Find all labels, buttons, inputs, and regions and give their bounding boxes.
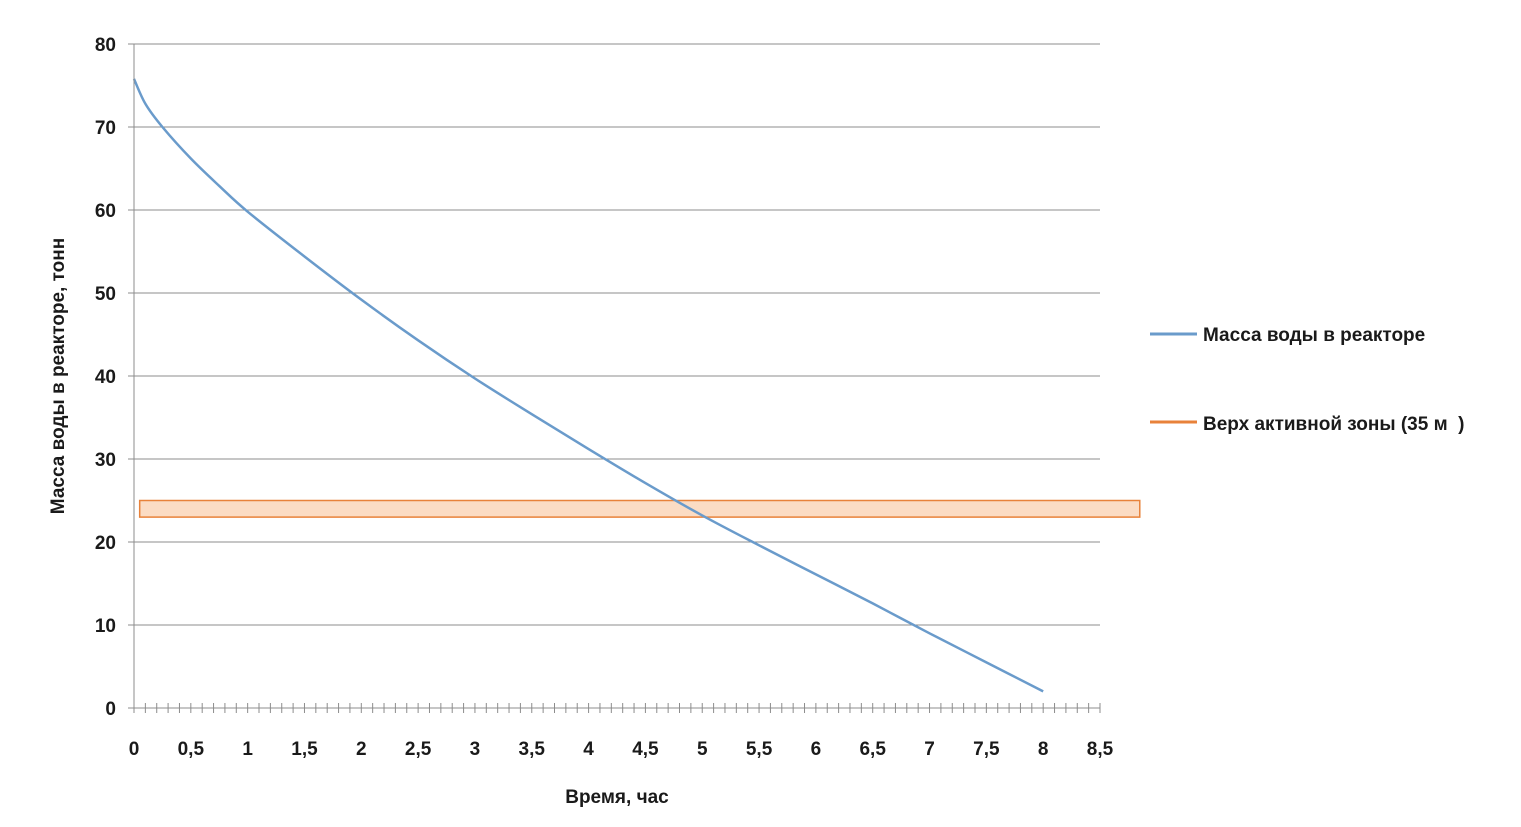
y-tick-label: 40: [95, 367, 116, 388]
x-tick-label: 8,5: [1087, 739, 1114, 760]
x-tick-label: 3: [470, 739, 481, 760]
y-tick-label: 70: [95, 118, 116, 139]
y-tick-label: 50: [95, 284, 116, 305]
y-tick-label: 20: [95, 533, 116, 554]
x-tick-label: 4,5: [632, 739, 659, 760]
series-line-water-mass: [132, 78, 1044, 693]
series-layer: [132, 78, 1044, 693]
y-tick-label: 0: [105, 699, 116, 720]
x-tick-label: 5: [697, 739, 708, 760]
y-tick-label: 80: [95, 35, 116, 56]
x-tick-label: 2,5: [405, 739, 432, 760]
y-tick-label: 60: [95, 201, 116, 222]
x-axis-title: Время, час: [565, 787, 669, 808]
x-tick-label: 0,5: [178, 739, 205, 760]
x-tick-label: 0: [129, 739, 140, 760]
legend-label-core-top: Верх активной зоны (35 м ): [1203, 414, 1465, 435]
gridlines: [134, 43, 1100, 626]
legend-label-water-mass: Масса воды в реакторе: [1203, 325, 1425, 346]
legend: Масса воды в реакторе Верх активной зоны…: [1150, 325, 1465, 435]
x-tick-label: 4: [583, 739, 594, 760]
x-tick-label: 6: [811, 739, 822, 760]
x-tick-label: 3,5: [519, 739, 546, 760]
core-top-band: [138, 499, 1141, 518]
x-tick-label: 7,5: [973, 739, 1000, 760]
x-tick-label: 8: [1038, 739, 1049, 760]
x-tick-label: 5,5: [746, 739, 773, 760]
x-tick-label: 2: [356, 739, 367, 760]
x-tick-label: 1,5: [291, 739, 318, 760]
x-tick-label: 7: [924, 739, 935, 760]
y-tick-label: 10: [95, 616, 116, 637]
core-top-band-rect: [138, 499, 1141, 518]
y-tick-label: 30: [95, 450, 116, 471]
axes: [128, 43, 1101, 713]
y-axis-title: Масса воды в реакторе, тонн: [48, 238, 69, 514]
y-tick-labels: 0 10 20 30 40 50 60 70 80: [95, 35, 116, 720]
x-tick-label: 1: [242, 739, 253, 760]
x-tick-labels: 0 0,5 1 1,5 2 2,5 3 3,5 4 4,5 5 5,5 6 6,5 7 7,5 8 8,5: [129, 739, 1114, 760]
x-tick-label: 6,5: [859, 739, 886, 760]
